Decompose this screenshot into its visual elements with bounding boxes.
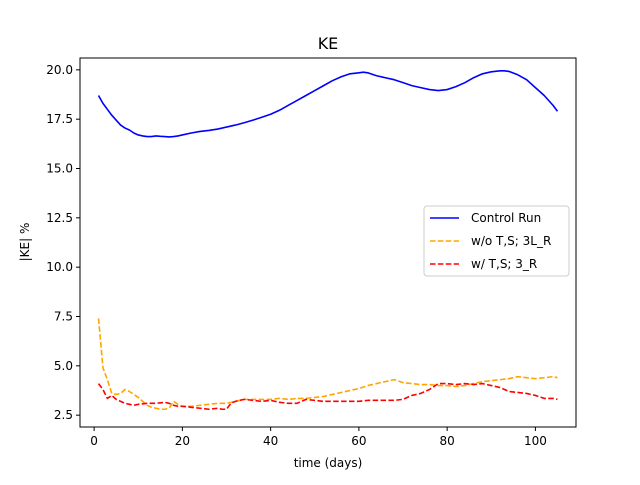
- legend-label-wo-ts: w/o T,S; 3L_R: [471, 234, 551, 248]
- x-axis-label: time (days): [294, 456, 363, 470]
- y-tick-label: 5.0: [54, 359, 73, 373]
- x-tick-label: 0: [90, 434, 98, 448]
- plot-lines: [97, 70, 559, 411]
- chart-title: KE: [318, 34, 339, 53]
- x-tick-label: 100: [524, 434, 547, 448]
- y-axis-ticks: 2.5 5.0 7.5 10.0 12.5 15.0 17.5 20.0: [46, 63, 80, 422]
- legend-label-w-ts: w/ T,S; 3_R: [471, 257, 537, 271]
- x-axis-ticks: 0 20 40 60 80 100: [90, 427, 547, 448]
- y-tick-label: 7.5: [54, 309, 73, 323]
- x-tick-label: 60: [351, 434, 366, 448]
- series-line-wo-ts-3l-r: [97, 318, 558, 411]
- y-tick-label: 12.5: [46, 211, 73, 225]
- y-tick-label: 2.5: [54, 408, 73, 422]
- y-axis-label: |KE| %: [18, 223, 32, 262]
- y-tick-label: 15.0: [46, 162, 73, 176]
- legend-box: [423, 205, 570, 277]
- legend-label-control-run: Control Run: [471, 211, 541, 225]
- series-line-control-run: [97, 70, 559, 138]
- y-tick-label: 10.0: [46, 260, 73, 274]
- legend: Control Run w/o T,S; 3L_R w/ T,S; 3_R: [423, 205, 570, 277]
- x-tick-label: 80: [440, 434, 455, 448]
- y-tick-label: 20.0: [46, 63, 73, 77]
- y-tick-label: 17.5: [46, 112, 73, 126]
- x-tick-label: 20: [175, 434, 190, 448]
- x-tick-label: 40: [263, 434, 278, 448]
- series-line-w-ts-3-r: [97, 382, 558, 411]
- plot-frame: [79, 57, 577, 428]
